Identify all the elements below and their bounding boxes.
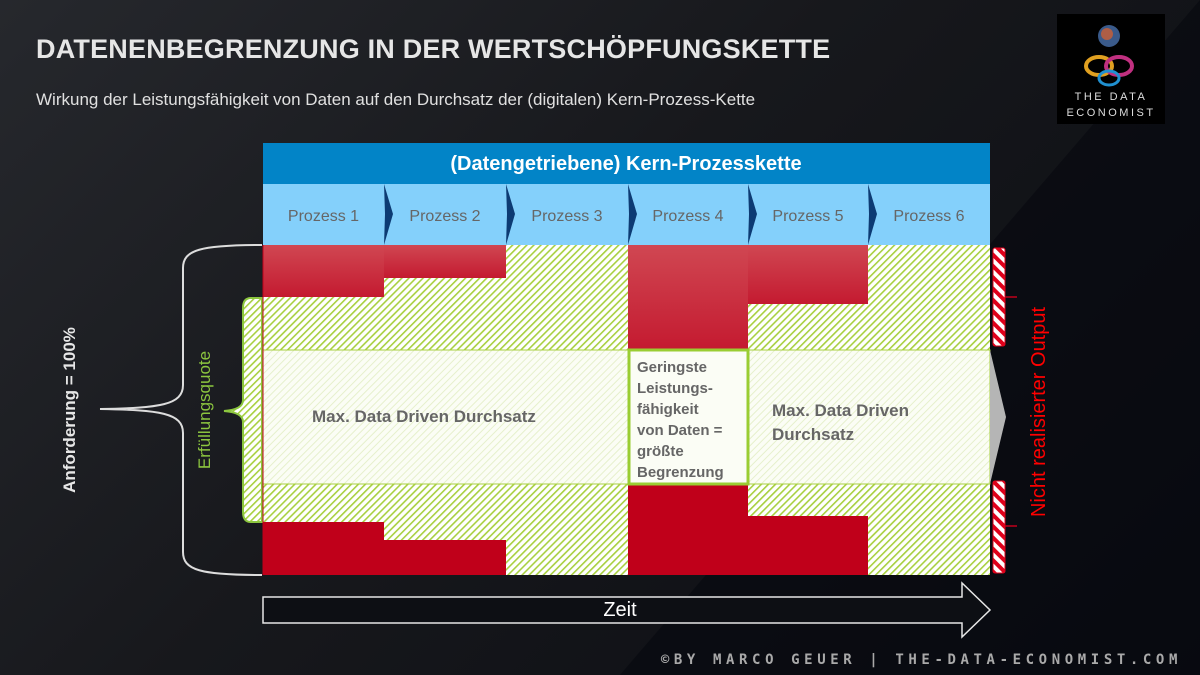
fulfillment-brace: [223, 297, 263, 523]
throughput-arrow-tip: [990, 350, 1006, 484]
limitation-top-block: [628, 245, 748, 350]
unrealized-bottom-bar: [992, 480, 1006, 574]
process-2: Prozess 2: [409, 208, 480, 225]
process-6: Prozess 6: [893, 208, 964, 225]
process-3: Prozess 3: [531, 208, 602, 225]
throughput-right-label-2: Durchsatz: [772, 425, 854, 444]
bottleneck-label-line: von Daten =: [637, 422, 723, 439]
fulfillment-label: Erfüllungsquote: [195, 351, 214, 469]
requirement-label: Anforderung = 100%: [60, 327, 79, 493]
bottleneck-box: [627, 348, 750, 486]
unrealized-top-bar: [992, 247, 1006, 347]
process-arrow-icon: [628, 184, 637, 245]
chain-title: (Datengetriebene) Kern-Prozesskette: [450, 153, 801, 175]
bottleneck-label-line: Geringste: [637, 359, 707, 376]
throughput-band: [262, 349, 991, 485]
page-subtitle: Wirkung der Leistungsfähigkeit von Daten…: [36, 90, 756, 109]
limitation-bottom-block: [628, 484, 748, 575]
limitation-top-block: [748, 245, 868, 304]
bottleneck-label-line: Begrenzung: [637, 464, 724, 481]
process-arrow-icon: [384, 184, 393, 245]
bottleneck-label-line: größte: [637, 443, 684, 460]
logo-knot-icon: [1084, 25, 1134, 87]
process-5: Prozess 5: [772, 208, 843, 225]
requirement-brace: [99, 244, 263, 576]
time-arrow: [262, 581, 992, 639]
bottleneck-label-line: fähigkeit: [637, 401, 699, 418]
footer-credit: ©BY MARCO GEUER | THE-DATA-ECONOMIST.COM: [660, 652, 1182, 668]
chain-header: [263, 143, 990, 184]
logo-text-1: THE DATA: [1074, 91, 1148, 103]
limitation-bottom-block: [263, 522, 384, 575]
process-arrow-icon: [868, 184, 877, 245]
unrealized-output-label: Nicht realisierter Output: [1028, 307, 1050, 518]
page-title: DATENENBEGRENZUNG IN DER WERTSCHÖPFUNGSK…: [36, 34, 831, 64]
limitation-bottom-block: [384, 540, 506, 575]
limitation-top-block: [263, 245, 384, 297]
process-arrow-icon: [748, 184, 757, 245]
bottleneck-label-line: Leistungs-: [637, 380, 713, 397]
logo: THE DATA ECONOMIST: [1057, 14, 1165, 124]
process-arrow-icon: [506, 184, 515, 245]
process-1: Prozess 1: [288, 208, 359, 225]
process-row: [263, 184, 990, 245]
logo-text-2: ECONOMIST: [1066, 107, 1156, 119]
throughput-right-label-1: Max. Data Driven: [772, 401, 909, 420]
limitation-top-block: [384, 245, 506, 278]
limitation-bottom-block: [748, 516, 868, 575]
time-label: Zeit: [603, 599, 637, 621]
throughput-left-label: Max. Data Driven Durchsatz: [312, 407, 536, 426]
process-4: Prozess 4: [652, 208, 723, 225]
